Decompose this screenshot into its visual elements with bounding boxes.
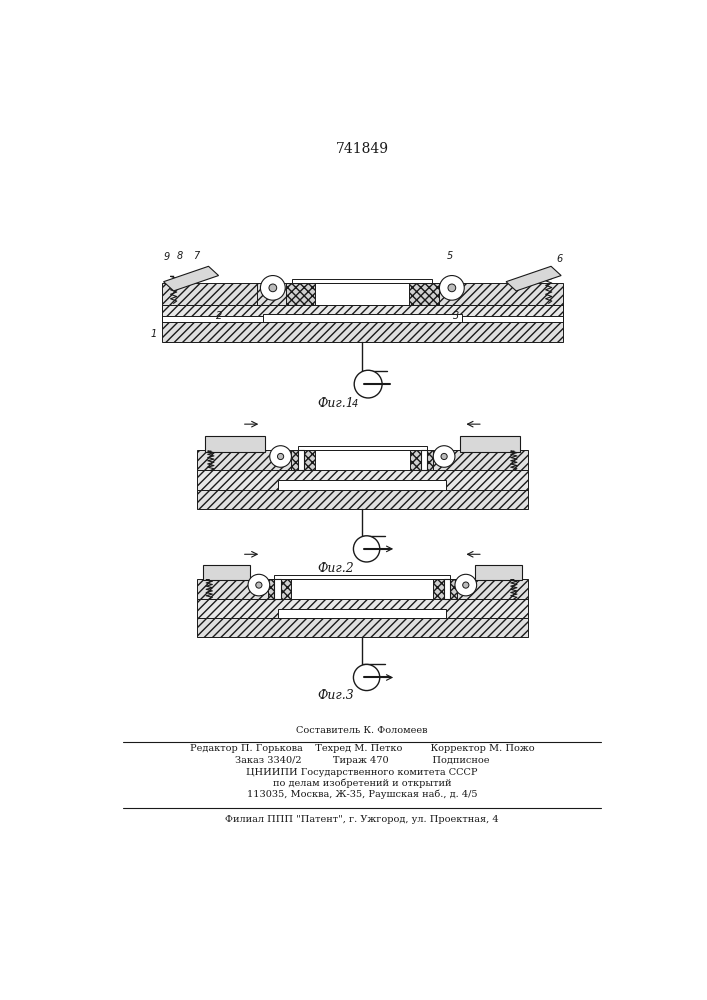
Circle shape — [248, 574, 270, 596]
Text: 4: 4 — [352, 399, 358, 409]
Circle shape — [354, 664, 380, 691]
Bar — [292, 279, 433, 283]
Circle shape — [441, 453, 448, 460]
Text: 8: 8 — [177, 251, 183, 261]
Bar — [431, 283, 563, 305]
Bar — [197, 470, 528, 490]
Text: 741849: 741849 — [335, 142, 388, 156]
Circle shape — [354, 370, 382, 398]
Circle shape — [455, 574, 477, 596]
Text: 6: 6 — [556, 254, 563, 264]
Text: Заказ 3340/2          Тираж 470              Подписное: Заказ 3340/2 Тираж 470 Подписное — [235, 756, 489, 765]
Text: по делам изобретений и открытий: по делам изобретений и открытий — [273, 779, 451, 788]
Circle shape — [448, 284, 456, 292]
Bar — [291, 450, 315, 470]
Bar — [298, 450, 304, 470]
Bar — [204, 436, 265, 452]
Bar — [427, 450, 528, 470]
Bar — [298, 450, 427, 470]
Bar — [409, 283, 438, 305]
Bar — [293, 283, 431, 305]
Bar — [450, 579, 528, 599]
Bar — [263, 314, 462, 322]
Text: 2: 2 — [216, 311, 223, 321]
Text: Редактор П. Горькова    Техред М. Петко         Корректор М. Пожо: Редактор П. Горькова Техред М. Петко Кор… — [189, 744, 534, 753]
Bar — [162, 283, 293, 305]
Text: 9: 9 — [163, 252, 170, 262]
Bar — [274, 579, 450, 599]
Circle shape — [277, 453, 284, 460]
Bar — [274, 575, 450, 579]
Bar — [410, 450, 433, 470]
Circle shape — [269, 284, 276, 292]
Circle shape — [462, 582, 469, 588]
Polygon shape — [506, 266, 561, 291]
Text: 7: 7 — [193, 251, 199, 261]
Text: 1: 1 — [151, 329, 157, 339]
Bar — [162, 305, 563, 322]
Bar — [421, 450, 427, 470]
Text: ЦНИИПИ Государственного комитета СССР: ЦНИИПИ Государственного комитета СССР — [246, 768, 478, 777]
Bar — [197, 618, 528, 637]
Bar — [162, 316, 563, 322]
Text: Филиал ППП "Патент", г. Ужгород, ул. Проектная, 4: Филиал ППП "Патент", г. Ужгород, ул. Про… — [225, 815, 498, 824]
Polygon shape — [163, 266, 218, 291]
Bar — [279, 609, 446, 618]
Bar — [197, 450, 298, 470]
Bar — [268, 579, 291, 599]
Circle shape — [270, 446, 291, 467]
Circle shape — [440, 276, 464, 300]
Bar — [298, 446, 427, 450]
Bar — [203, 565, 250, 580]
Circle shape — [354, 536, 380, 562]
Text: 113035, Москва, Ж-35, Раушская наб., д. 4/5: 113035, Москва, Ж-35, Раушская наб., д. … — [247, 790, 477, 799]
Bar — [197, 490, 528, 509]
Circle shape — [256, 582, 262, 588]
Bar — [279, 480, 446, 490]
Text: Фиг.2: Фиг.2 — [317, 562, 354, 575]
Circle shape — [433, 446, 455, 467]
Bar — [460, 436, 520, 452]
Text: 3: 3 — [452, 311, 459, 321]
Text: Фиг.1: Фиг.1 — [317, 397, 354, 410]
Bar — [162, 322, 563, 342]
Bar — [197, 599, 528, 618]
Circle shape — [260, 276, 285, 300]
Bar — [475, 565, 522, 580]
Bar — [286, 283, 315, 305]
Bar — [274, 579, 281, 599]
Bar — [433, 579, 457, 599]
Text: Фиг.3: Фиг.3 — [317, 689, 354, 702]
Text: 5: 5 — [446, 251, 452, 261]
Bar — [197, 579, 274, 599]
Text: Составитель К. Фоломеев: Составитель К. Фоломеев — [296, 726, 428, 735]
Bar — [444, 579, 450, 599]
